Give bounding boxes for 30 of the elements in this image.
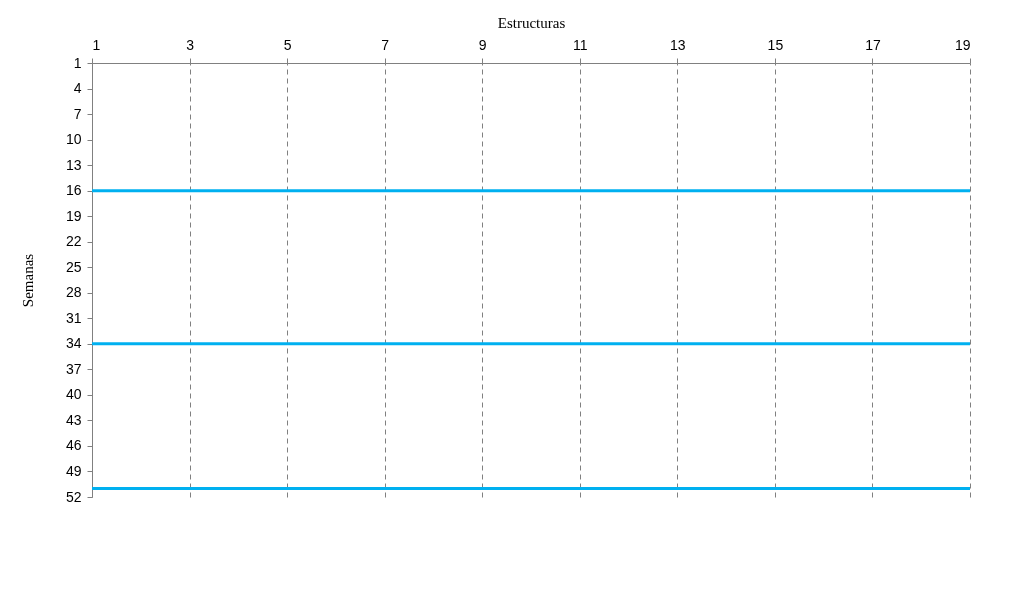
y-tick-label: 37 <box>65 360 82 377</box>
x-tick-label: 3 <box>186 36 195 53</box>
y-tick-label: 1 <box>73 54 82 71</box>
x-tick-label: 19 <box>954 36 971 53</box>
x-tick-label: 15 <box>767 36 784 53</box>
y-tick-label: 19 <box>65 207 82 224</box>
y-tick-label: 22 <box>65 233 82 250</box>
y-tick-label: 46 <box>65 437 82 454</box>
y-tick-label: 49 <box>65 462 82 479</box>
y-tick-label: 13 <box>65 156 82 173</box>
y-tick-label: 31 <box>65 309 82 326</box>
x-tick-label: 17 <box>865 36 881 53</box>
y-tick-label: 28 <box>65 284 82 301</box>
y-tick-label: 34 <box>65 335 82 352</box>
y-tick-label: 40 <box>65 386 82 403</box>
y-tick-label: 52 <box>65 488 82 505</box>
x-tick-label: 1 <box>92 36 101 53</box>
x-tick-label: 9 <box>478 36 487 53</box>
y-tick-label: 4 <box>73 80 82 97</box>
y-tick-label: 43 <box>65 411 82 428</box>
y-axis-title: Semanas <box>19 253 36 308</box>
y-tick-label: 16 <box>65 182 82 199</box>
x-tick-label: 7 <box>381 36 390 53</box>
y-tick-label: 25 <box>65 258 82 275</box>
x-axis-title: Estructuras <box>497 14 566 31</box>
y-tick-label: 7 <box>73 105 82 122</box>
y-tick-label: 10 <box>65 131 82 148</box>
x-tick-label: 11 <box>573 36 588 53</box>
x-tick-label: 5 <box>283 36 292 53</box>
x-tick-label: 13 <box>670 36 686 53</box>
